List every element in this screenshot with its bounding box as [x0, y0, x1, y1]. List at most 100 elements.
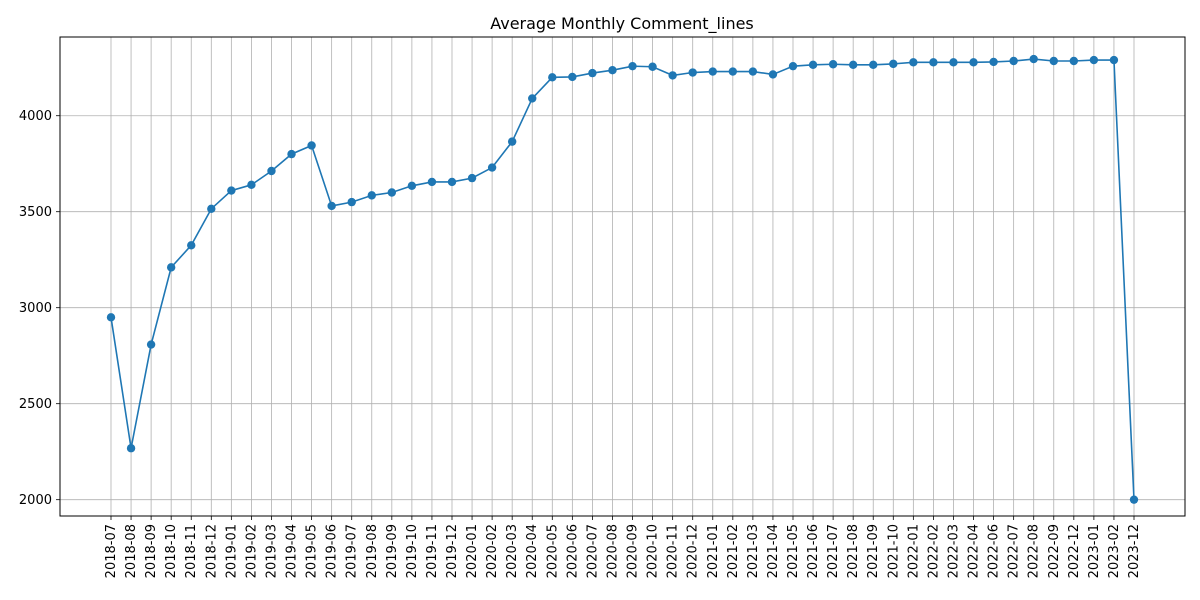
grid-lines: [60, 37, 1185, 516]
data-point: [327, 201, 336, 211]
data-point: [1089, 55, 1099, 65]
x-tick-label: 2020-10: [646, 524, 661, 578]
data-point: [187, 241, 196, 250]
data-point: [608, 66, 617, 75]
x-tick-label: 2020-09: [626, 524, 641, 578]
data-point: [708, 67, 717, 76]
x-tick-label: 2019-08: [365, 524, 380, 578]
data-point: [848, 60, 858, 70]
data-point: [507, 137, 517, 146]
data-point: [828, 60, 838, 69]
data-point: [467, 173, 477, 183]
data-point: [1129, 495, 1139, 504]
data-point: [548, 73, 557, 82]
x-tick-label: 2021-01: [706, 524, 721, 578]
data-point: [728, 67, 738, 76]
x-tick-label: 2020-12: [686, 524, 701, 578]
x-tick-label: 2019-11: [425, 524, 440, 578]
x-tick-label: 2022-06: [987, 524, 1002, 578]
y-tick-label: 3500: [19, 205, 52, 220]
data-point: [628, 61, 637, 71]
x-tick-label: 2020-01: [465, 524, 480, 578]
data-series: [106, 54, 1139, 504]
data-point: [1009, 56, 1018, 66]
x-tick-label: 2021-10: [886, 524, 901, 578]
x-tick-label: 2020-02: [485, 524, 500, 578]
data-point: [267, 166, 276, 176]
plot-frame: [59, 36, 1186, 517]
data-point: [166, 263, 176, 272]
x-tick-label: 2019-03: [264, 524, 279, 578]
data-point: [126, 444, 136, 453]
data-point: [427, 177, 437, 187]
x-tick-label: 2020-06: [565, 524, 580, 578]
y-tick-label: 2500: [19, 397, 52, 412]
data-point: [387, 188, 397, 197]
x-tick-label: 2018-10: [164, 524, 179, 578]
x-tick-label: 2021-08: [846, 524, 861, 578]
data-point: [367, 191, 376, 200]
data-point: [788, 61, 798, 71]
data-point: [528, 94, 537, 103]
data-point: [347, 197, 356, 207]
x-tick-label: 2022-08: [1027, 524, 1042, 578]
x-tick-label: 2023-12: [1127, 524, 1142, 578]
x-tick-label: 2018-07: [104, 524, 119, 578]
x-tick-label: 2019-05: [305, 524, 320, 578]
x-tick-label: 2022-12: [1067, 524, 1082, 578]
x-tick-label: 2020-08: [605, 524, 620, 578]
data-point: [808, 60, 818, 70]
data-point: [247, 180, 256, 190]
data-point: [568, 72, 577, 82]
x-tick-label: 2022-02: [926, 524, 941, 578]
x-tick-label: 2022-01: [906, 524, 921, 578]
data-point: [688, 68, 697, 77]
x-tick-label: 2019-04: [285, 524, 300, 578]
data-point: [207, 204, 216, 214]
x-tick-label: 2018-09: [144, 524, 159, 578]
data-point: [287, 149, 296, 159]
data-point: [869, 60, 878, 70]
data-point: [768, 70, 778, 79]
x-tick-label: 2019-06: [325, 524, 340, 578]
data-point: [668, 71, 677, 80]
x-tick-label: 2022-07: [1007, 524, 1022, 578]
data-point: [989, 57, 998, 67]
data-point: [648, 62, 657, 71]
y-tick-label: 2000: [19, 493, 52, 508]
x-tick-label: 2021-02: [726, 524, 741, 578]
x-tick-label: 2021-03: [746, 524, 761, 578]
x-tick-label: 2018-11: [184, 524, 199, 578]
x-tick-label: 2018-08: [124, 524, 139, 578]
data-point: [487, 163, 497, 172]
x-tick-label: 2020-05: [545, 524, 560, 578]
x-tick-label: 2020-04: [525, 524, 540, 578]
data-point: [748, 67, 758, 76]
data-point: [929, 58, 938, 67]
x-tick-label: 2020-11: [666, 524, 681, 578]
x-tick-label: 2023-02: [1107, 524, 1122, 578]
data-point: [1109, 55, 1119, 65]
x-tick-label: 2019-09: [385, 524, 400, 578]
data-point: [307, 141, 316, 150]
x-tick-label: 2019-01: [224, 524, 239, 578]
x-tick-label: 2021-06: [806, 524, 821, 578]
data-point: [588, 68, 597, 78]
data-point: [1069, 56, 1079, 66]
data-point: [227, 186, 236, 195]
y-tick-label: 3000: [19, 301, 52, 316]
series-line: [110, 58, 1135, 500]
data-point: [407, 181, 417, 190]
x-tick-label: 2019-10: [405, 524, 420, 578]
axis-ticks: 2018-07 2018-08 2018-09 2018-10 2018-11 2018-…: [19, 109, 1142, 578]
data-point: [949, 58, 958, 67]
x-tick-label: 2022-03: [946, 524, 961, 578]
x-tick-label: 2018-12: [204, 524, 219, 578]
x-tick-label: 2020-07: [585, 524, 600, 578]
data-point: [909, 58, 918, 67]
data-point: [447, 177, 457, 187]
x-tick-label: 2021-09: [866, 524, 881, 578]
x-tick-label: 2023-01: [1087, 524, 1102, 578]
